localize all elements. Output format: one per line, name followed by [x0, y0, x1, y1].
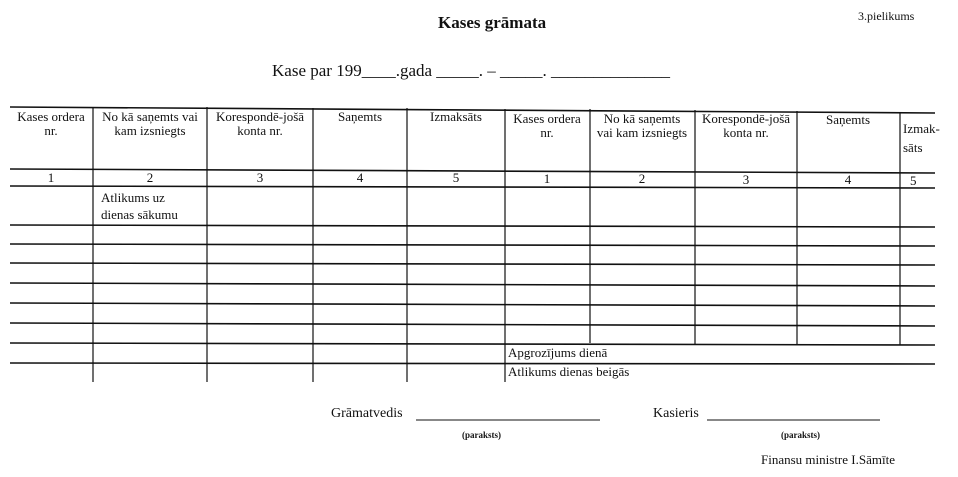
header-order-nr-2: Kases ordera nr. [513, 111, 581, 140]
header-received-2: Saņemts [825, 112, 871, 127]
period-line: Kase par 199____.gada _____. – _____. __… [272, 61, 671, 80]
col-number: 5 [452, 170, 460, 185]
col-number: 5 [910, 173, 917, 188]
accountant-label: Grāmatvedis [331, 406, 403, 421]
header-corr-account: Korespondē-jošā konta nr. [215, 109, 305, 138]
closing-balance-label: Atlikums dienas beigās [508, 364, 630, 379]
opening-balance-label: Atlikums uz dienas sākumu [101, 190, 178, 222]
col-number: 4 [356, 170, 364, 185]
header-received: Saņemts [337, 109, 383, 124]
cashier-signature-hint: (paraksts) [781, 430, 821, 440]
col-number: 3 [256, 170, 264, 185]
col-number: 1 [47, 170, 55, 185]
document-title: Kases grāmata [438, 13, 547, 32]
col-number: 1 [543, 171, 551, 186]
header-corr-account-2: Korespondē-jošā konta nr. [701, 111, 791, 140]
col-number: 2 [638, 171, 646, 186]
footer-signatory: Finansu ministre I.Sāmīte [761, 452, 895, 467]
accountant-signature-hint: (paraksts) [462, 430, 502, 440]
header-order-nr: Kases ordera nr. [17, 109, 85, 138]
header-paid-2: Izmak-sāts [903, 121, 940, 155]
header-paid: Izmaksāts [430, 109, 482, 124]
header-from-whom: No kā saņemts vai kam izsniegts [102, 109, 198, 138]
col-number: 4 [844, 172, 852, 187]
col-number: 2 [146, 170, 154, 185]
cashier-label: Kasieris [653, 406, 699, 421]
col-number: 3 [742, 172, 750, 187]
daily-turnover-label: Apgrozījums dienā [508, 345, 608, 360]
header-from-whom-2: No kā saņemts vai kam izsniegts [596, 111, 688, 140]
appendix-label: 3.pielikums [858, 9, 915, 23]
